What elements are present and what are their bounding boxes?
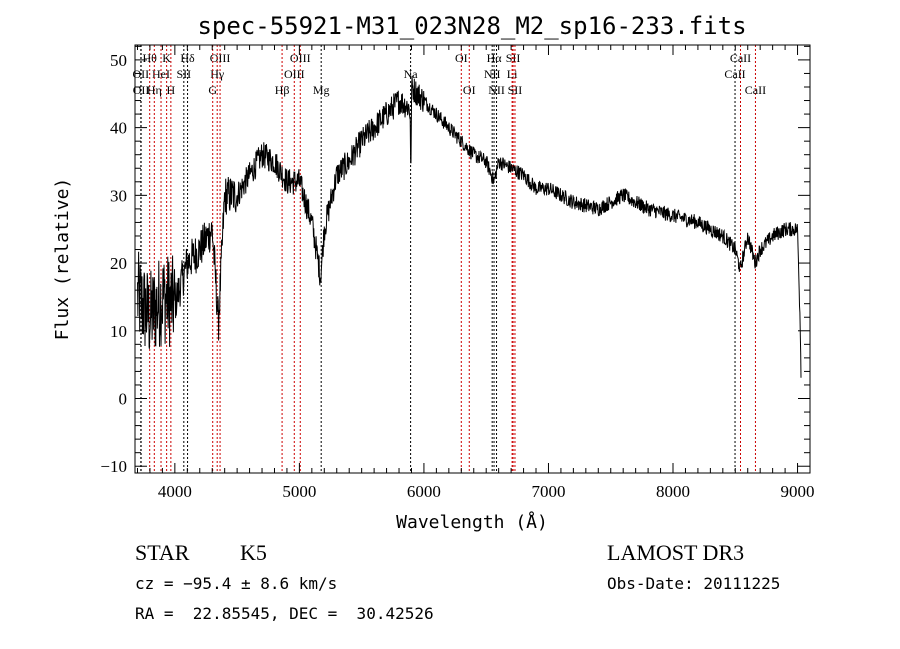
spectral-line-label: SII — [176, 67, 191, 81]
spectral-line-label: CaII — [724, 67, 745, 81]
spectrum-line — [137, 75, 802, 378]
y-tick-label: 20 — [110, 254, 127, 273]
spectral-line-label: CaII — [745, 83, 766, 97]
y-tick-label: 40 — [110, 119, 127, 138]
spectral-line-label: OIII — [210, 51, 231, 65]
spectral-line-label: OI — [463, 83, 476, 97]
spectral-line-label: K — [162, 51, 171, 65]
spectral-line-label: Hγ — [210, 67, 225, 81]
x-axis-label: Wavelength (Å) — [396, 511, 548, 533]
class-label: STAR — [135, 540, 190, 565]
y-tick-label: 0 — [119, 390, 128, 409]
spectral-line-label: H — [167, 83, 176, 97]
spectral-line-label: SII — [506, 51, 521, 65]
spectral-line-label: Hη — [147, 83, 162, 97]
spectral-line-label: OIII — [284, 67, 305, 81]
spectral-line-label: Li — [507, 67, 518, 81]
spectral-line-label: CaII — [730, 51, 751, 65]
cz-value: cz = −95.4 ± 8.6 km/s — [135, 574, 337, 593]
obs-date: Obs-Date: 20111225 — [607, 574, 780, 593]
plot-frame — [134, 44, 811, 474]
axis-ticks: 4000 5000 6000 7000 8000 9000 −10 0 10 20 30 40 50 — [100, 45, 815, 501]
x-tick-label: 8000 — [656, 482, 690, 501]
spectral-line-label: HeI — [152, 67, 170, 81]
spectral-line-label: Hθ — [142, 51, 157, 65]
spectral-line-label: G — [208, 83, 217, 97]
spectral-line-label: Hα — [487, 51, 503, 65]
spectral-line-label: Na — [404, 67, 419, 81]
spectral-line-label: Hβ — [275, 83, 290, 97]
x-tick-label: 5000 — [282, 482, 316, 501]
spectral-line-label: Hδ — [180, 51, 195, 65]
x-tick-label: 7000 — [531, 482, 565, 501]
y-tick-label: 10 — [110, 322, 127, 341]
spectral-line-label: Mg — [313, 83, 330, 97]
spectral-line-label: NII — [484, 67, 501, 81]
y-tick-label: −10 — [100, 457, 127, 476]
ra-dec: RA = 22.85545, DEC = 30.42526 — [135, 604, 434, 623]
y-tick-label: 30 — [110, 186, 127, 205]
spectral-line-label: SII — [508, 83, 523, 97]
x-tick-label: 9000 — [781, 482, 815, 501]
chart-title: spec-55921-M31_023N28_M2_sp16-233.fits — [197, 12, 746, 40]
spectral-line-label: OI — [455, 51, 468, 65]
y-axis-label: Flux (relative) — [52, 178, 73, 341]
subclass-label: K5 — [240, 540, 267, 565]
x-tick-label: 6000 — [407, 482, 441, 501]
y-tick-label: 50 — [110, 51, 127, 70]
survey-label: LAMOST DR3 — [607, 540, 744, 565]
spectral-line-label: NII — [488, 83, 505, 97]
x-tick-label: 4000 — [158, 482, 192, 501]
spectral-line-label: OIII — [290, 51, 311, 65]
